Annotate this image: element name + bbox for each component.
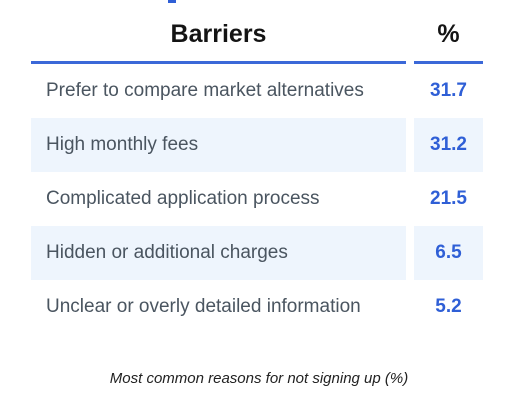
row-value: 21.5 — [430, 188, 467, 209]
row-label: Hidden or additional charges — [31, 226, 406, 280]
header-percent: % — [437, 20, 460, 48]
table-row: High monthly fees 31.2 — [31, 118, 483, 172]
row-value: 31.2 — [414, 118, 483, 172]
table-row: Prefer to compare market alternatives 31.… — [31, 64, 483, 118]
table-row: Unclear or overly detailed information 5.… — [31, 280, 483, 334]
header-barriers: Barriers — [170, 20, 267, 48]
table-row: Hidden or additional charges 6.5 — [31, 226, 483, 280]
header-rule-left — [31, 61, 406, 64]
table-row: Complicated application process 21.5 — [31, 172, 483, 226]
row-value: 6.5 — [414, 226, 483, 280]
top-accent-line — [168, 0, 176, 3]
table-caption: Most common reasons for not signing up (… — [109, 370, 409, 387]
row-value: 31.7 — [430, 80, 467, 101]
row-label: Complicated application process — [46, 188, 320, 209]
row-value: 5.2 — [435, 296, 462, 317]
row-label: Unclear or overly detailed information — [46, 296, 361, 317]
header-rule-right — [414, 61, 483, 64]
row-label: High monthly fees — [31, 118, 406, 172]
row-label: Prefer to compare market alternatives — [46, 80, 364, 101]
